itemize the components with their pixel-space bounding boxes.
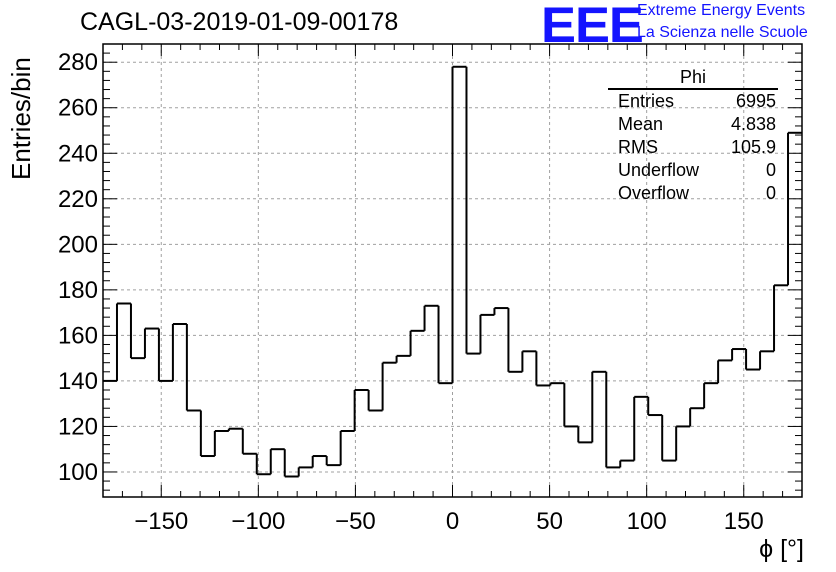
x-tick-label: −50	[335, 508, 376, 535]
stats-row-overflow: Overflow 0	[608, 182, 778, 205]
stats-row-underflow: Underflow 0	[608, 159, 778, 182]
plot-frame	[102, 43, 803, 498]
stats-label: Overflow	[618, 183, 690, 203]
x-axis-label: ϕ [°]	[759, 535, 804, 563]
y-tick-label: 140	[58, 368, 98, 395]
logo-line-1: Extreme Energy Events	[637, 2, 806, 19]
stats-row-rms: RMS 105.9	[608, 136, 778, 159]
stats-box: Phi Entries 6995 Mean 4.838 RMS 105.9 Un…	[608, 66, 778, 205]
tick-labels-layer: −150 −100 −50 0 50 100 150 100 120 140 160 180 200 22…	[58, 49, 764, 535]
y-tick-label: 200	[58, 231, 98, 258]
stats-value: 4.838	[730, 114, 776, 134]
histogram-layer	[103, 65, 802, 478]
chart-title: CAGL-03-2019-01-09-00178	[80, 8, 399, 36]
y-tick-label: 220	[58, 186, 98, 213]
stats-value: 0	[765, 160, 776, 180]
logo-line-2: La Scienza nelle Scuole	[637, 24, 808, 41]
y-tick-label: 120	[58, 413, 98, 440]
stats-title: Phi	[608, 66, 778, 90]
y-tick-label: 100	[58, 459, 98, 486]
x-tick-label: 50	[536, 508, 563, 535]
stats-value: 105.9	[730, 137, 776, 157]
x-tick-label: 100	[627, 508, 667, 535]
x-tick-label: 150	[724, 508, 764, 535]
ticks-layer	[102, 43, 803, 497]
y-tick-label: 160	[58, 322, 98, 349]
y-axis-label: Entries/bin	[6, 57, 36, 180]
y-tick-label: 240	[58, 140, 98, 167]
stats-row-mean: Mean 4.838	[608, 113, 778, 136]
eee-logo: EEE	[541, 0, 644, 53]
stats-label: Mean	[618, 114, 664, 134]
y-tick-label: 180	[58, 277, 98, 304]
x-tick-label: 0	[446, 508, 459, 535]
stats-value: 0	[765, 183, 776, 203]
stats-row-entries: Entries 6995	[608, 90, 778, 113]
stats-label: RMS	[618, 137, 658, 157]
stats-label: Entries	[618, 91, 675, 111]
y-tick-label: 260	[58, 95, 98, 122]
y-tick-label: 280	[58, 49, 98, 76]
x-tick-label: −150	[134, 508, 188, 535]
x-tick-label: −100	[231, 508, 285, 535]
stats-value: 6995	[735, 91, 776, 111]
stats-label: Underflow	[618, 160, 700, 180]
